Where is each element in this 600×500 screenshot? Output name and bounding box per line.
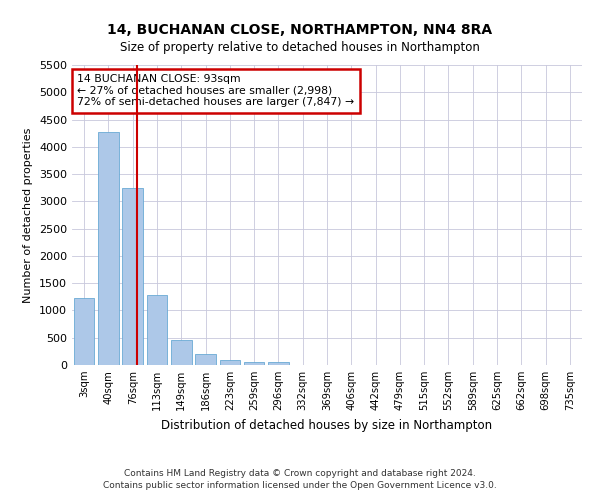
Text: 14, BUCHANAN CLOSE, NORTHAMPTON, NN4 8RA: 14, BUCHANAN CLOSE, NORTHAMPTON, NN4 8RA <box>107 22 493 36</box>
Bar <box>244 362 265 365</box>
Text: Contains public sector information licensed under the Open Government Licence v3: Contains public sector information licen… <box>103 481 497 490</box>
Text: 14 BUCHANAN CLOSE: 93sqm
← 27% of detached houses are smaller (2,998)
72% of sem: 14 BUCHANAN CLOSE: 93sqm ← 27% of detach… <box>77 74 354 107</box>
Bar <box>146 295 167 365</box>
Y-axis label: Number of detached properties: Number of detached properties <box>23 128 34 302</box>
Bar <box>268 362 289 365</box>
Bar <box>98 132 119 365</box>
Bar <box>171 340 191 365</box>
Bar <box>220 360 240 365</box>
Text: Size of property relative to detached houses in Northampton: Size of property relative to detached ho… <box>120 41 480 54</box>
Bar <box>122 188 143 365</box>
X-axis label: Distribution of detached houses by size in Northampton: Distribution of detached houses by size … <box>161 418 493 432</box>
Bar <box>74 298 94 365</box>
Text: Contains HM Land Registry data © Crown copyright and database right 2024.: Contains HM Land Registry data © Crown c… <box>124 468 476 477</box>
Bar <box>195 354 216 365</box>
